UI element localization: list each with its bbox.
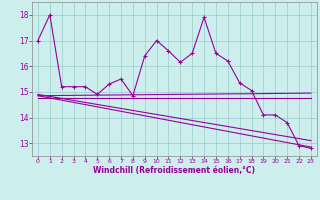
X-axis label: Windchill (Refroidissement éolien,°C): Windchill (Refroidissement éolien,°C) xyxy=(93,166,255,175)
